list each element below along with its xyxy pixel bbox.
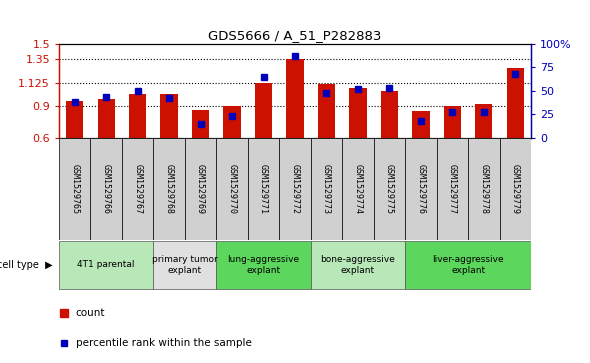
Bar [405, 138, 437, 240]
Bar [160, 94, 178, 138]
Bar [185, 138, 217, 240]
Text: GSM1529768: GSM1529768 [165, 164, 173, 214]
Bar [279, 138, 311, 240]
Bar [66, 101, 83, 138]
Bar [475, 105, 493, 138]
Text: cell type  ▶: cell type ▶ [0, 260, 53, 270]
Bar [318, 85, 335, 138]
Bar [255, 83, 272, 138]
Bar [59, 138, 90, 240]
Bar [444, 106, 461, 138]
Text: GSM1529766: GSM1529766 [101, 164, 111, 214]
Bar [217, 241, 311, 289]
Text: 4T1 parental: 4T1 parental [77, 261, 135, 269]
Bar [311, 241, 405, 289]
Bar [248, 138, 279, 240]
Bar [412, 111, 430, 138]
Text: percentile rank within the sample: percentile rank within the sample [76, 338, 251, 348]
Bar [507, 68, 524, 138]
Bar [192, 110, 209, 138]
Bar [129, 94, 146, 138]
Text: GSM1529769: GSM1529769 [196, 164, 205, 214]
Bar [122, 138, 153, 240]
Bar [342, 138, 373, 240]
Bar [217, 138, 248, 240]
Text: GSM1529772: GSM1529772 [290, 164, 300, 214]
Bar [224, 106, 241, 138]
Bar [373, 138, 405, 240]
Text: GSM1529779: GSM1529779 [511, 164, 520, 214]
Text: GSM1529773: GSM1529773 [322, 164, 331, 214]
Text: GSM1529775: GSM1529775 [385, 164, 394, 214]
Bar [437, 138, 468, 240]
Text: primary tumor
explant: primary tumor explant [152, 255, 218, 275]
Text: GSM1529776: GSM1529776 [417, 164, 425, 214]
Bar [286, 59, 304, 138]
Bar [468, 138, 500, 240]
Bar [500, 138, 531, 240]
Text: lung-aggressive
explant: lung-aggressive explant [228, 255, 300, 275]
Bar [405, 241, 531, 289]
Title: GDS5666 / A_51_P282883: GDS5666 / A_51_P282883 [208, 29, 382, 42]
Bar [90, 138, 122, 240]
Text: GSM1529770: GSM1529770 [228, 164, 237, 214]
Text: GSM1529778: GSM1529778 [479, 164, 489, 214]
Text: bone-aggressive
explant: bone-aggressive explant [320, 255, 395, 275]
Bar [97, 99, 115, 138]
Bar [153, 241, 217, 289]
Text: GSM1529765: GSM1529765 [70, 164, 79, 214]
Bar [311, 138, 342, 240]
Bar [59, 241, 153, 289]
Text: count: count [76, 308, 105, 318]
Text: GSM1529774: GSM1529774 [353, 164, 362, 214]
Bar [153, 138, 185, 240]
Text: liver-aggressive
explant: liver-aggressive explant [432, 255, 504, 275]
Bar [381, 91, 398, 138]
Text: GSM1529777: GSM1529777 [448, 164, 457, 214]
Bar [349, 88, 366, 138]
Text: GSM1529771: GSM1529771 [259, 164, 268, 214]
Text: GSM1529767: GSM1529767 [133, 164, 142, 214]
